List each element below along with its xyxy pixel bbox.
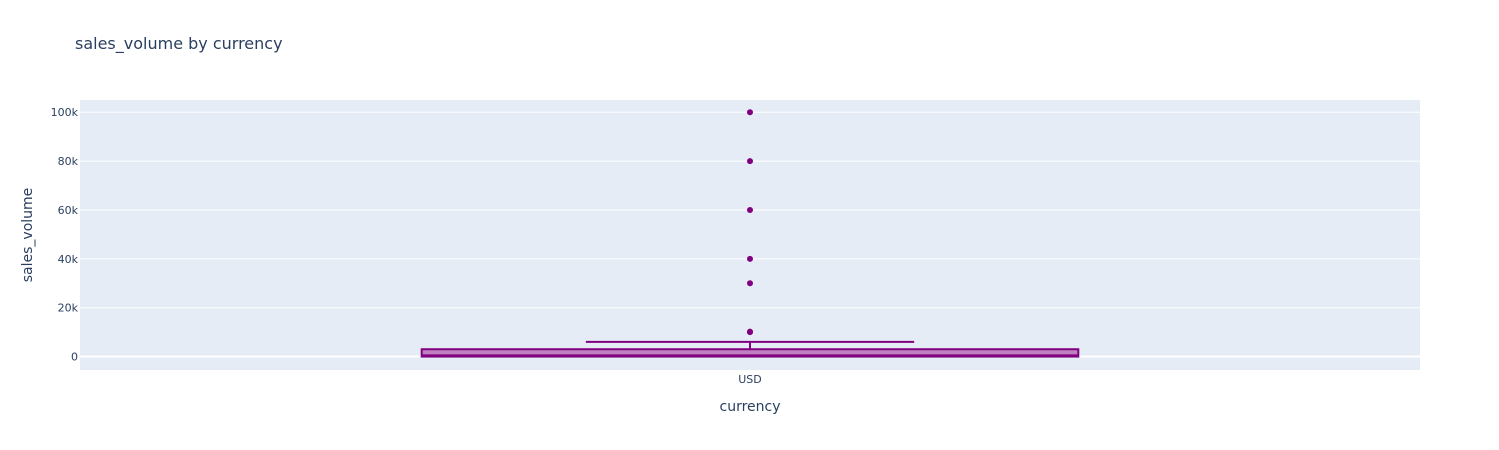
x-axis-ticks: USD (738, 373, 762, 386)
outlier-point (747, 328, 753, 335)
outlier-point (747, 280, 753, 287)
box-iqr (420, 348, 1080, 358)
y-axis-title: sales_volume (20, 188, 36, 283)
y-tick-label: 60k (58, 204, 79, 217)
y-tick-label: 80k (58, 155, 79, 168)
outlier-point (747, 109, 753, 116)
y-tick-label: 40k (58, 253, 79, 266)
chart-title: sales_volume by currency (75, 34, 283, 53)
x-tick-label: USD (738, 373, 762, 386)
x-axis-title: currency (720, 399, 781, 415)
outlier-point (747, 255, 753, 262)
y-axis-ticks: 0 20k 40k 60k 80k 100k (51, 106, 79, 363)
box-trace (420, 109, 1080, 358)
outlier-point (747, 206, 753, 213)
y-tick-label: 0 (71, 351, 78, 364)
y-tick-label: 100k (51, 106, 79, 119)
outlier-point (747, 158, 753, 165)
y-tick-label: 20k (58, 302, 79, 315)
plot-area (80, 100, 1420, 370)
